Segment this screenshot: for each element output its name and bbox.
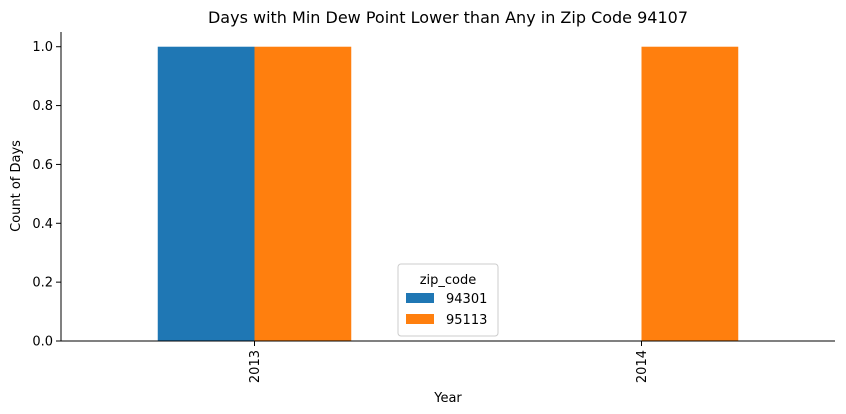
x-axis-label: Year	[433, 391, 462, 406]
chart-title: Days with Min Dew Point Lower than Any i…	[208, 8, 688, 27]
y-tick-label: 0.8	[32, 99, 53, 114]
legend-swatch-95113	[406, 314, 434, 324]
bar-94301-2013	[157, 46, 255, 341]
y-tick-label: 0.6	[32, 158, 53, 173]
y-tick-label: 1.0	[32, 40, 53, 55]
x-axis-ticks: 2013 2014	[248, 341, 650, 383]
y-axis-ticks: 0.0 0.2 0.4 0.6 0.8 1.0	[32, 40, 61, 350]
y-tick-label: 0.0	[32, 335, 53, 350]
y-tick-label: 0.4	[32, 217, 53, 232]
legend-label-95113: 95113	[446, 313, 487, 328]
y-tick-label: 0.2	[32, 276, 53, 291]
bar-95113-2014	[641, 46, 739, 341]
x-tick-label: 2013	[248, 350, 263, 383]
legend-title: zip_code	[420, 273, 477, 288]
bar-95113-2013	[254, 46, 352, 341]
y-axis-label: Count of Days	[9, 140, 24, 232]
bars	[157, 46, 739, 341]
legend: zip_code 94301 95113	[397, 263, 499, 337]
legend-label-94301: 94301	[446, 292, 487, 307]
legend-swatch-94301	[406, 293, 434, 303]
x-tick-label: 2014	[635, 350, 650, 383]
